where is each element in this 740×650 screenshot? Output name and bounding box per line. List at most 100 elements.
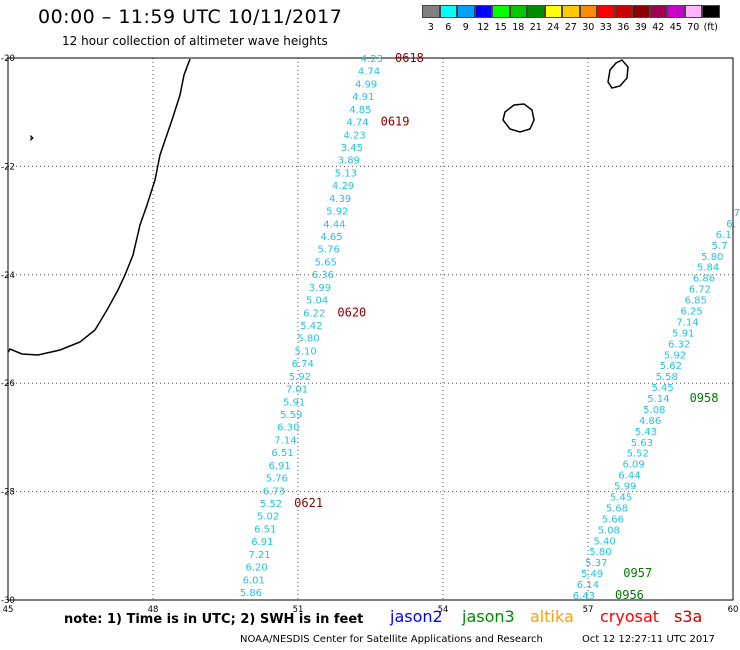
altimeter-track-east: 76.6.15.75.805.846.866.726.856.257.145.9… xyxy=(573,208,740,602)
color-swatch xyxy=(597,5,615,18)
wave-height-label: 6.32 xyxy=(668,339,690,350)
wave-height-label: 4.74 xyxy=(358,67,380,78)
wave-height-label: 6.01 xyxy=(243,575,265,586)
color-scale-label: 70 xyxy=(687,22,700,33)
wave-height-label: 5.43 xyxy=(635,427,657,438)
wave-height-label: 5.91 xyxy=(672,328,694,339)
color-scale-label: 27 xyxy=(564,22,577,33)
wave-height-label: 5.62 xyxy=(660,361,682,372)
wave-height-label: 6.44 xyxy=(618,471,640,482)
wave-height-label: 6.1 xyxy=(716,230,732,241)
color-scale-label: 39 xyxy=(634,22,647,33)
color-swatch xyxy=(649,5,667,18)
madagascar-coastline xyxy=(7,58,191,356)
color-scale-labels: 3 6 9 12 15 18 21 24 27 30 33 36 39 42 45 70 (ft) xyxy=(422,18,720,33)
latitude-tick-labels: -20 -22 -24 -26 -28 -30 xyxy=(1,54,15,606)
color-swatch xyxy=(527,5,545,18)
pass-time-label: 0958 xyxy=(690,391,719,405)
wave-height-label: 4.85 xyxy=(349,105,371,116)
color-scale-label: 6 xyxy=(445,22,452,33)
wave-height-label: 6.85 xyxy=(685,296,707,307)
wave-height-label: 5.08 xyxy=(643,405,665,416)
wave-height-label: 4.65 xyxy=(320,232,342,243)
latitude-tick: -24 xyxy=(1,271,15,281)
wave-height-label: 5.92 xyxy=(326,207,348,218)
wave-height-label: 5.7 xyxy=(712,241,728,252)
wave-height-label: 7 xyxy=(734,208,740,219)
color-scale-label: 3 xyxy=(427,22,434,33)
color-swatch xyxy=(439,5,457,18)
latitude-tick: -20 xyxy=(1,54,15,64)
wave-height-label: 5.45 xyxy=(610,493,632,504)
color-swatch xyxy=(544,5,562,18)
wave-height-label: 5.52 xyxy=(260,499,282,510)
wave-height-label: 3.89 xyxy=(338,156,360,167)
wave-height-label: 6.86 xyxy=(693,274,715,285)
wave-height-label: 6.22 xyxy=(303,308,325,319)
wave-height-label: 5.10 xyxy=(294,346,316,357)
wave-height-label: 6.43 xyxy=(573,591,595,602)
wave-height-label: 5.66 xyxy=(602,514,624,525)
small-island xyxy=(30,134,34,142)
pass-time-label: 0956 xyxy=(615,588,644,602)
longitude-tick-labels: 45 48 51 54 57 60 xyxy=(3,605,739,615)
wave-height-label: 5.45 xyxy=(651,383,673,394)
wave-height-label: 4.99 xyxy=(355,79,377,90)
wave-height-label: 6.30 xyxy=(277,423,299,434)
wave-height-label: 6. xyxy=(726,219,736,230)
map-frame xyxy=(7,57,734,601)
wave-height-label: 6.74 xyxy=(292,359,314,370)
latitude-tick: -22 xyxy=(1,162,15,172)
wave-height-label: 5.84 xyxy=(697,263,719,274)
wave-height-label: 5.92 xyxy=(664,350,686,361)
wave-height-label: 6.25 xyxy=(680,306,702,317)
wave-height-label: 6.91 xyxy=(269,461,291,472)
color-scale-swatches xyxy=(422,5,720,18)
wave-height-label: 3.99 xyxy=(309,283,331,294)
wave-height-label: 6.20 xyxy=(245,563,267,574)
wave-height-label: 6.72 xyxy=(689,285,711,296)
color-scale-label: 12 xyxy=(477,22,490,33)
wave-height-label: 6.14 xyxy=(577,580,599,591)
wave-height-label: 6.51 xyxy=(271,448,293,459)
wave-height-label: 5.76 xyxy=(266,474,288,485)
mauritius-island xyxy=(607,59,629,89)
coastline xyxy=(7,58,629,356)
longitude-tick: 60 xyxy=(728,605,739,615)
latitude-tick: -26 xyxy=(1,379,15,389)
longitude-tick: 45 xyxy=(3,605,14,615)
wave-height-label: 4.91 xyxy=(352,92,374,103)
wave-height-label: 5.59 xyxy=(280,410,302,421)
longitude-tick: 54 xyxy=(438,605,449,615)
wave-height-label: 5.99 xyxy=(614,482,636,493)
wave-height-label: 4.74 xyxy=(346,118,368,129)
color-swatch xyxy=(579,5,597,18)
wave-height-label: 6.36 xyxy=(312,270,334,281)
color-swatch xyxy=(614,5,632,18)
wave-height-label: 5.80 xyxy=(701,252,723,263)
chart-subtitle: 12 hour collection of altimeter wave hei… xyxy=(62,34,328,48)
color-swatch xyxy=(457,5,475,18)
longitude-tick: 48 xyxy=(148,605,159,615)
wave-height-label: 5.52 xyxy=(627,449,649,460)
wave-height-label: 6.73 xyxy=(263,486,285,497)
color-swatch xyxy=(632,5,650,18)
wave-height-label: 6.51 xyxy=(254,524,276,535)
color-scale-label: 33 xyxy=(599,22,612,33)
wave-height-label: 4.86 xyxy=(639,416,661,427)
wave-height-label: 5.42 xyxy=(300,321,322,332)
color-scale-label: 9 xyxy=(462,22,469,33)
satellite-cryosat: cryosat xyxy=(600,607,660,626)
color-swatch xyxy=(509,5,527,18)
pass-time-label: 0619 xyxy=(381,115,410,129)
pass-time-label: 0621 xyxy=(294,496,323,510)
color-scale-label: 36 xyxy=(617,22,630,33)
wave-height-label: 5.08 xyxy=(598,525,620,536)
wave-height-label: 5.91 xyxy=(283,397,305,408)
generated-timestamp: Oct 12 12:27:11 UTC 2017 xyxy=(582,634,715,645)
wave-height-label: 5.63 xyxy=(631,438,653,449)
altimeter-track-west: 4.234.744.994.914.854.744.233.453.895.13… xyxy=(240,51,424,599)
units-note: note: 1) Time is in UTC; 2) SWH is in fe… xyxy=(64,612,364,627)
color-swatch xyxy=(562,5,580,18)
latitude-tick: -28 xyxy=(1,488,15,498)
